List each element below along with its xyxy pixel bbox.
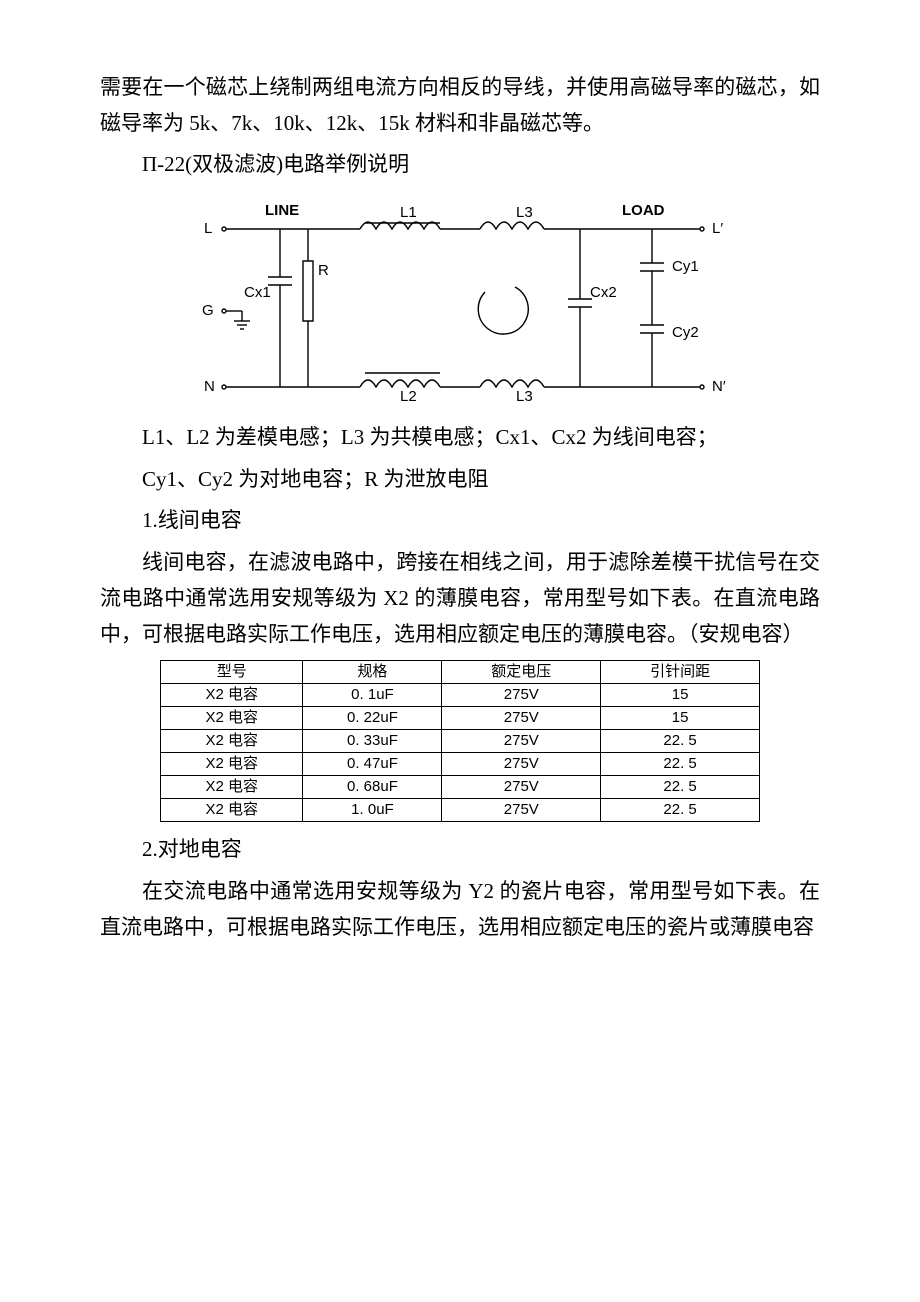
- table-cell: 275V: [442, 684, 601, 707]
- cx2-label: Cx2: [590, 284, 617, 301]
- table-cell: 0. 22uF: [303, 707, 442, 730]
- g-terminal: G: [202, 302, 214, 319]
- load-label: LOAD: [622, 202, 665, 219]
- l1-label: L1: [400, 204, 417, 221]
- table-cell: X2 电容: [161, 799, 303, 822]
- circuit-diagram: LINE LOAD L1 L3 L L′ N N′ L2 L3: [190, 197, 730, 402]
- table-row: X2 电容0. 22uF275V15: [161, 707, 760, 730]
- table-cell: 22. 5: [601, 776, 760, 799]
- table-cell: 15: [601, 707, 760, 730]
- table-cell: 22. 5: [601, 753, 760, 776]
- table-cell: X2 电容: [161, 753, 303, 776]
- paragraph-1: 需要在一个磁芯上绕制两组电流方向相反的导线，并使用高磁导率的磁芯，如磁导率为 5…: [100, 70, 820, 141]
- l3a-label: L3: [516, 204, 533, 221]
- cy1-label: Cy1: [672, 258, 699, 275]
- l2-label: L2: [400, 388, 417, 402]
- lprime-terminal: L′: [712, 220, 723, 237]
- x2-cap-table: 型号 规格 额定电压 引针间距 X2 电容0. 1uF275V15X2 电容0.…: [160, 660, 760, 822]
- cy2-label: Cy2: [672, 324, 699, 341]
- table-cell: 0. 47uF: [303, 753, 442, 776]
- table-cell: 22. 5: [601, 799, 760, 822]
- table-body: X2 电容0. 1uF275V15X2 电容0. 22uF275V15X2 电容…: [161, 684, 760, 822]
- table-cell: X2 电容: [161, 730, 303, 753]
- paragraph-8: 在交流电路中通常选用安规等级为 Y2 的瓷片电容，常用型号如下表。在直流电路中，…: [100, 874, 820, 945]
- table-row: X2 电容1. 0uF275V22. 5: [161, 799, 760, 822]
- paragraph-2: Π-22(双极滤波)电路举例说明: [100, 147, 820, 183]
- table-cell: X2 电容: [161, 707, 303, 730]
- table-cell: 0. 33uF: [303, 730, 442, 753]
- r-label: R: [318, 262, 329, 279]
- table-header: 规格: [303, 661, 442, 684]
- table-header: 额定电压: [442, 661, 601, 684]
- table-cell: 22. 5: [601, 730, 760, 753]
- table-row: X2 电容0. 68uF275V22. 5: [161, 776, 760, 799]
- paragraph-6: 线间电容，在滤波电路中，跨接在相线之间，用于滤除差模干扰信号在交流电路中通常选用…: [100, 545, 820, 652]
- n-terminal: N: [204, 378, 215, 395]
- circuit-diagram-wrap: LINE LOAD L1 L3 L L′ N N′ L2 L3: [100, 197, 820, 402]
- table-cell: 275V: [442, 799, 601, 822]
- table-row: X2 电容0. 33uF275V22. 5: [161, 730, 760, 753]
- table-row: X2 电容0. 1uF275V15: [161, 684, 760, 707]
- table-cell: 275V: [442, 707, 601, 730]
- paragraph-3: L1、L2 为差模电感；L3 为共模电感；Cx1、Cx2 为线间电容；: [100, 420, 820, 456]
- line-label: LINE: [265, 202, 299, 219]
- paragraph-4: Cy1、Cy2 为对地电容；R 为泄放电阻: [100, 462, 820, 498]
- table-cell: 0. 68uF: [303, 776, 442, 799]
- l3b-label: L3: [516, 388, 533, 402]
- table-row: X2 电容0. 47uF275V22. 5: [161, 753, 760, 776]
- cx1-label: Cx1: [244, 284, 271, 301]
- table-cell: 0. 1uF: [303, 684, 442, 707]
- table-header: 型号: [161, 661, 303, 684]
- table-cell: X2 电容: [161, 684, 303, 707]
- paragraph-5: 1.线间电容: [100, 503, 820, 539]
- table-cell: 275V: [442, 776, 601, 799]
- table-header: 引针间距: [601, 661, 760, 684]
- table-cell: X2 电容: [161, 776, 303, 799]
- nprime-terminal: N′: [712, 378, 726, 395]
- table-cell: 15: [601, 684, 760, 707]
- l-terminal: L: [204, 220, 212, 237]
- table-cell: 275V: [442, 730, 601, 753]
- paragraph-7: 2.对地电容: [100, 832, 820, 868]
- table-cell: 1. 0uF: [303, 799, 442, 822]
- table-cell: 275V: [442, 753, 601, 776]
